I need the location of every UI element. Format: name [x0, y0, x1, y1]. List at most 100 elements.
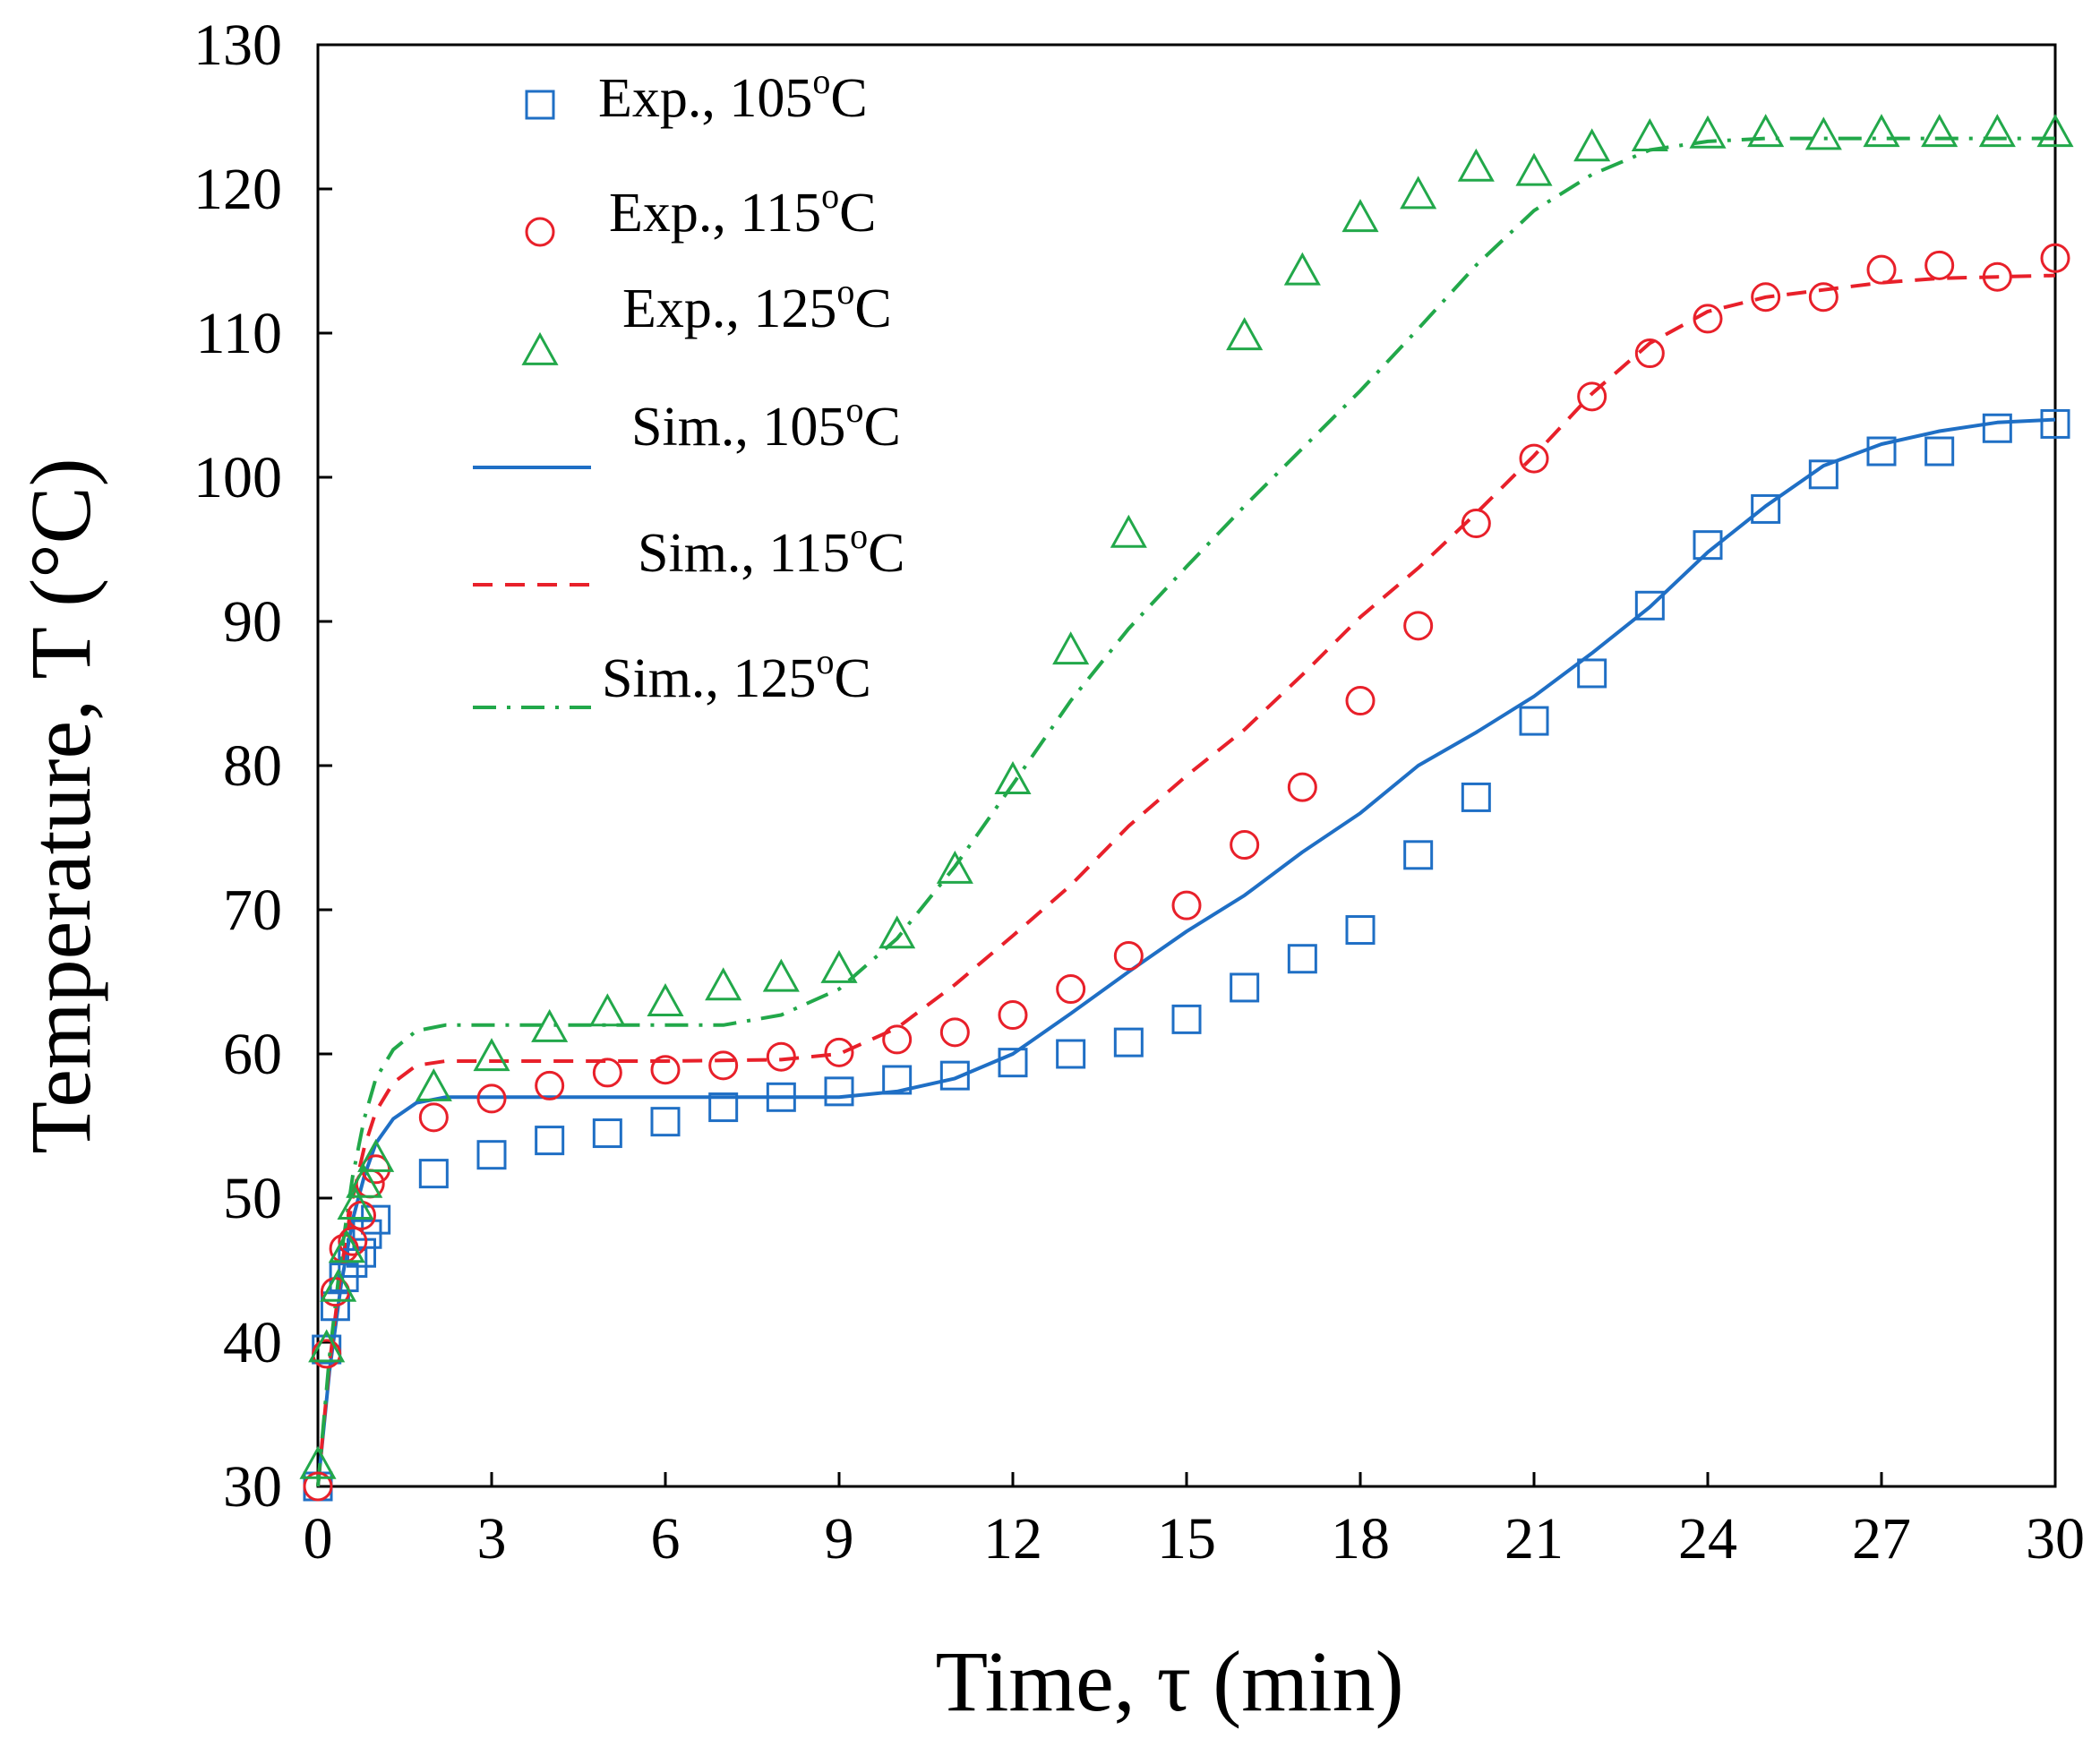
- legend-symbol-square: [525, 90, 555, 120]
- data-point-square: [766, 1082, 796, 1112]
- data-point-circle: [882, 1024, 913, 1055]
- legend-label: Sim., 125oC: [602, 641, 871, 709]
- legend-label-unit: C: [839, 183, 876, 244]
- data-point-square: [708, 1092, 739, 1123]
- plot-frame: [316, 43, 2057, 1488]
- data-point-triangle: [1978, 114, 2016, 148]
- data-point-triangle: [1631, 117, 1668, 151]
- data-point-square: [1056, 1039, 1086, 1069]
- legend-symbol-triangle: [521, 331, 559, 365]
- data-point-square: [1519, 706, 1549, 736]
- x-tick-label: 30: [2026, 1506, 2085, 1571]
- data-point-circle: [1345, 686, 1376, 716]
- series-exp-115oc: [303, 243, 2070, 1502]
- data-point-square: [824, 1076, 854, 1107]
- data-point-triangle: [1921, 114, 1959, 148]
- data-point-circle: [1924, 250, 1955, 280]
- data-point-square: [1230, 972, 1260, 1003]
- series-line-sim-125oc: [316, 136, 2055, 1487]
- x-tick-label: 3: [477, 1506, 507, 1571]
- y-tick-label: 110: [195, 301, 282, 366]
- data-point-triangle: [328, 1229, 365, 1263]
- data-point-square: [592, 1118, 622, 1149]
- legend-label: Sim., 115oC: [638, 516, 905, 584]
- data-point-square: [361, 1204, 391, 1235]
- data-point-square: [1403, 840, 1434, 870]
- series-layer: [299, 114, 2074, 1502]
- data-point-triangle: [1747, 114, 1785, 148]
- data-point-triangle: [415, 1067, 452, 1101]
- y-axis-title: Temperature, T (°C): [13, 458, 108, 1153]
- data-point-circle: [1171, 890, 1202, 921]
- y-tick-label: 40: [223, 1310, 282, 1375]
- y-tick-label: 90: [223, 589, 282, 655]
- data-point-circle: [303, 1471, 333, 1502]
- data-point-circle: [1577, 381, 1607, 412]
- data-point-triangle: [1400, 176, 1437, 210]
- y-tick-label: 130: [193, 13, 282, 78]
- data-point-square: [418, 1159, 449, 1189]
- data-point-circle: [939, 1017, 970, 1048]
- data-point-square: [882, 1065, 913, 1095]
- data-point-triangle: [1804, 116, 1842, 150]
- legend-label-main: Sim., 125: [602, 648, 816, 709]
- data-point-circle: [1751, 282, 1781, 313]
- data-point-triangle: [1863, 114, 1900, 148]
- legend-label-superscript: o: [850, 516, 868, 556]
- data-point-circle: [1056, 974, 1086, 1005]
- series-exp-125oc: [299, 114, 2074, 1479]
- legend-item-sim-115oc: Sim., 115oC: [473, 516, 905, 587]
- data-point-triangle: [337, 1186, 374, 1220]
- data-point-circle: [1519, 443, 1549, 474]
- data-point-square: [1634, 590, 1665, 621]
- data-point-triangle: [1573, 128, 1611, 162]
- data-point-square: [939, 1060, 970, 1091]
- x-tick-label: 12: [983, 1506, 1042, 1571]
- data-point-circle: [1113, 941, 1144, 972]
- data-point-square: [1345, 915, 1376, 946]
- data-point-circle: [1866, 254, 1897, 285]
- legend-label-superscript: o: [836, 271, 854, 312]
- data-point-triangle: [1283, 252, 1321, 286]
- legend-label-superscript: o: [812, 61, 830, 101]
- x-tick-label: 9: [825, 1506, 854, 1571]
- data-point-triangle: [320, 1268, 357, 1302]
- data-point-triangle: [705, 967, 742, 1001]
- data-point-triangle: [473, 1038, 510, 1072]
- x-tick-label: 15: [1157, 1506, 1216, 1571]
- data-point-triangle: [1052, 631, 1090, 665]
- legend-label-main: Sim., 105: [631, 397, 845, 458]
- data-point-circle: [1287, 772, 1317, 802]
- data-point-square: [1924, 436, 1955, 467]
- data-point-triangle: [762, 958, 800, 992]
- y-tick-label: 30: [223, 1454, 282, 1520]
- legend-item-exp-105oc: Exp., 105oC: [525, 61, 868, 129]
- data-point-triangle: [1341, 199, 1379, 233]
- legend-label: Exp., 125oC: [622, 271, 892, 339]
- data-point-square: [1751, 493, 1781, 524]
- y-tick-label: 80: [223, 733, 282, 799]
- legend-label-main: Sim., 115: [638, 523, 850, 584]
- data-point-triangle: [531, 1008, 569, 1042]
- data-point-circle: [1461, 509, 1491, 539]
- data-point-triangle: [1226, 317, 1264, 351]
- data-point-circle: [1982, 261, 2012, 292]
- legend-label-unit: C: [830, 68, 867, 129]
- legend-label-main: Exp., 105: [598, 68, 812, 129]
- y-tick-label: 70: [223, 878, 282, 943]
- x-tick-label: 27: [1852, 1506, 1911, 1571]
- data-point-circle: [1230, 830, 1260, 861]
- data-point-circle: [476, 1083, 507, 1114]
- data-point-square: [1287, 944, 1317, 974]
- x-axis-title: Time, τ (min): [935, 1633, 1403, 1729]
- legend-item-exp-115oc: Exp., 115oC: [525, 176, 876, 247]
- data-point-triangle: [357, 1138, 395, 1172]
- data-point-triangle: [346, 1164, 383, 1198]
- legend-label-unit: C: [863, 397, 900, 458]
- x-tick-label: 18: [1331, 1506, 1390, 1571]
- legend-item-sim-105oc: Sim., 105oC: [473, 390, 901, 469]
- data-point-circle: [1693, 304, 1723, 334]
- axes: 0 3 6 9 12 15 18 21 24 27 30 30 40 50 60 70 80 90 100 110 12…: [193, 13, 2085, 1571]
